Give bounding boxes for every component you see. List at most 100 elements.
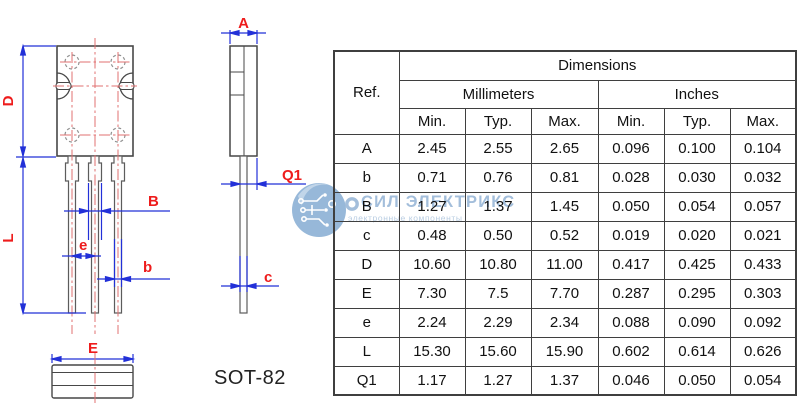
table-cell: 0.092 <box>729 307 797 338</box>
dim-c <box>221 256 279 292</box>
table-cell: 0.81 <box>530 162 599 193</box>
subheader-mm-typ: Typ. <box>464 107 532 135</box>
dim-label-L: L <box>0 233 17 242</box>
dim-label-E: E <box>88 340 98 357</box>
table-cell: 0.52 <box>530 220 599 251</box>
table-cell: 2.45 <box>398 133 466 164</box>
table-row-b: b 0.71 0.76 0.81 0.028 0.030 0.032 <box>333 162 797 193</box>
subheader-mm-max: Max. <box>530 107 599 135</box>
dim-label-b: b <box>143 259 152 276</box>
table-cell: 0.032 <box>729 162 797 193</box>
dim-D-L <box>16 43 86 316</box>
table-cell: 0.626 <box>729 336 797 367</box>
package-outline-drawing: D L B e b E A Q1 c SOT-82 <box>0 15 306 404</box>
table-cell: 2.34 <box>530 307 599 338</box>
table-cell: 0.057 <box>729 191 797 222</box>
table-cell: 0.054 <box>729 365 797 396</box>
table-cell: 15.60 <box>464 336 532 367</box>
ref-header: Ref. <box>333 50 400 135</box>
ref-cell: b <box>333 162 400 193</box>
table-cell: 0.030 <box>663 162 731 193</box>
center-lines <box>53 38 137 334</box>
table-cell: 0.021 <box>729 220 797 251</box>
table-row-c: c 0.48 0.50 0.52 0.019 0.020 0.021 <box>333 220 797 251</box>
dim-label-B: B <box>148 193 159 210</box>
ref-cell: c <box>333 220 400 251</box>
table-cell: 0.019 <box>597 220 665 251</box>
table-cell: 0.303 <box>729 278 797 309</box>
table-row-Q1: Q1 1.17 1.27 1.37 0.046 0.050 0.054 <box>333 365 797 396</box>
subheader-in-max: Max. <box>729 107 797 135</box>
table-cell: 0.054 <box>663 191 731 222</box>
ref-cell: L <box>333 336 400 367</box>
dim-label-e: e <box>79 237 87 254</box>
table-cell: 0.295 <box>663 278 731 309</box>
bottom-view <box>49 353 136 404</box>
table-cell: 0.417 <box>597 249 665 280</box>
table-cell: 1.45 <box>530 191 599 222</box>
table-cell: 0.425 <box>663 249 731 280</box>
front-view <box>16 38 170 334</box>
subheader-in-min: Min. <box>597 107 665 135</box>
table-cell: 0.050 <box>663 365 731 396</box>
dim-label-A: A <box>238 15 249 32</box>
table-cell: 0.046 <box>597 365 665 396</box>
table-cell: 7.30 <box>398 278 466 309</box>
table-cell: 0.088 <box>597 307 665 338</box>
ref-cell: E <box>333 278 400 309</box>
table-cell: 0.50 <box>464 220 532 251</box>
table-cell: 0.028 <box>597 162 665 193</box>
table-cell: 0.48 <box>398 220 466 251</box>
table-cell: 1.27 <box>464 365 532 396</box>
table-row-B: B 1.27 1.37 1.45 0.050 0.054 0.057 <box>333 191 797 222</box>
subheader-in-typ: Typ. <box>663 107 731 135</box>
unit-group-millimeters: Millimeters <box>398 79 599 109</box>
ref-cell: Q1 <box>333 365 400 396</box>
package-name-label: SOT-82 <box>214 367 286 389</box>
dim-b <box>97 239 170 287</box>
dim-label-c: c <box>264 269 272 286</box>
dim-A <box>221 29 266 44</box>
table-cell: 1.27 <box>398 191 466 222</box>
table-cell: 10.80 <box>464 249 532 280</box>
table-row-D: D 10.60 10.80 11.00 0.417 0.425 0.433 <box>333 249 797 280</box>
table-cell: 0.104 <box>729 133 797 164</box>
table-row-E: E 7.30 7.5 7.70 0.287 0.295 0.303 <box>333 278 797 309</box>
ref-cell: A <box>333 133 400 164</box>
table-cell: 7.5 <box>464 278 532 309</box>
table-cell: 0.100 <box>663 133 731 164</box>
table-row-e: e 2.24 2.29 2.34 0.088 0.090 0.092 <box>333 307 797 338</box>
table-row-L: L 15.30 15.60 15.90 0.602 0.614 0.626 <box>333 336 797 367</box>
table-cell: 10.60 <box>398 249 466 280</box>
table-cell: 1.17 <box>398 365 466 396</box>
table-cell: 1.37 <box>464 191 532 222</box>
table-cell: 11.00 <box>530 249 599 280</box>
dim-label-Q1: Q1 <box>282 167 302 184</box>
table-cell: 2.55 <box>464 133 532 164</box>
table-cell: 1.37 <box>530 365 599 396</box>
table-title-dimensions: Dimensions <box>398 50 797 81</box>
ref-cell: D <box>333 249 400 280</box>
table-cell: 0.096 <box>597 133 665 164</box>
table-row-A: A 2.45 2.55 2.65 0.096 0.100 0.104 <box>333 133 797 164</box>
table-cell: 0.287 <box>597 278 665 309</box>
table-cell: 0.76 <box>464 162 532 193</box>
side-view <box>221 29 306 314</box>
table-cell: 0.050 <box>597 191 665 222</box>
dimensions-table: Ref. Dimensions Millimeters Inches Min. … <box>333 50 797 396</box>
table-cell: 0.614 <box>663 336 731 367</box>
dim-B <box>64 183 170 240</box>
subheader-mm-min: Min. <box>398 107 466 135</box>
table-cell: 0.602 <box>597 336 665 367</box>
dim-e <box>62 252 101 260</box>
dim-Q1 <box>221 158 306 190</box>
table-cell: 0.71 <box>398 162 466 193</box>
dim-E <box>49 354 136 363</box>
ref-cell: e <box>333 307 400 338</box>
table-cell: 0.020 <box>663 220 731 251</box>
table-cell: 15.90 <box>530 336 599 367</box>
table-cell: 2.65 <box>530 133 599 164</box>
ref-cell: B <box>333 191 400 222</box>
table-cell: 0.090 <box>663 307 731 338</box>
